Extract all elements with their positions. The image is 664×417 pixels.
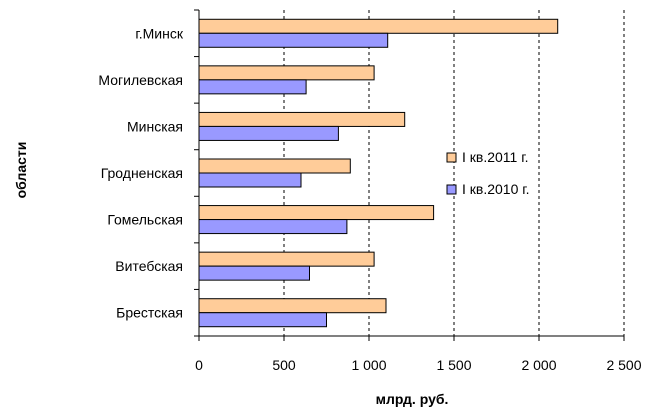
legend: I кв.2011 г. I кв.2010 г.	[446, 149, 530, 197]
category-label: Гродненская	[101, 165, 183, 181]
category-label: Витебская	[115, 258, 183, 274]
x-tick-label: 2 500	[606, 357, 641, 373]
axis-layer	[194, 9, 625, 341]
y-axis-title: области	[13, 142, 29, 199]
bar-2010	[198, 312, 327, 328]
bar-2011	[198, 65, 375, 81]
bar-2010	[198, 219, 348, 235]
legend-label-2010: I кв.2010 г.	[462, 181, 530, 197]
legend-swatch-2011	[446, 152, 457, 163]
x-tick-label: 500	[272, 357, 296, 373]
x-axis-title: млрд. руб.	[376, 391, 449, 407]
x-tick-label: 1 000	[351, 357, 386, 373]
grid-layer	[283, 10, 625, 336]
bar-2010	[198, 32, 389, 48]
bar-2011	[198, 158, 351, 174]
bar-2011	[198, 251, 375, 267]
category-label: г.Минск	[135, 25, 184, 41]
bar-2010	[198, 125, 339, 141]
x-tick-label: 0	[195, 357, 203, 373]
bars-layer	[198, 18, 559, 328]
category-label: Брестская	[116, 305, 183, 321]
legend-swatch-2010	[446, 184, 457, 195]
bar-2010	[198, 265, 310, 281]
category-label: Гомельская	[107, 212, 183, 228]
category-label: Могилевская	[98, 72, 183, 88]
bar-2011	[198, 111, 406, 127]
bar-2010	[198, 172, 302, 188]
bar-2010	[198, 79, 307, 95]
x-tick-label: 1 500	[436, 357, 471, 373]
labels-layer: 0 500 1 000 1 500 2 000 2 500 г.Минск Могилевск…	[98, 25, 641, 373]
x-tick-label: 2 000	[521, 357, 556, 373]
bar-2011	[198, 18, 559, 34]
bar-2011	[198, 205, 435, 221]
bar-2011	[198, 298, 387, 314]
legend-label-2011: I кв.2011 г.	[462, 149, 529, 165]
category-label: Минская	[127, 118, 183, 134]
